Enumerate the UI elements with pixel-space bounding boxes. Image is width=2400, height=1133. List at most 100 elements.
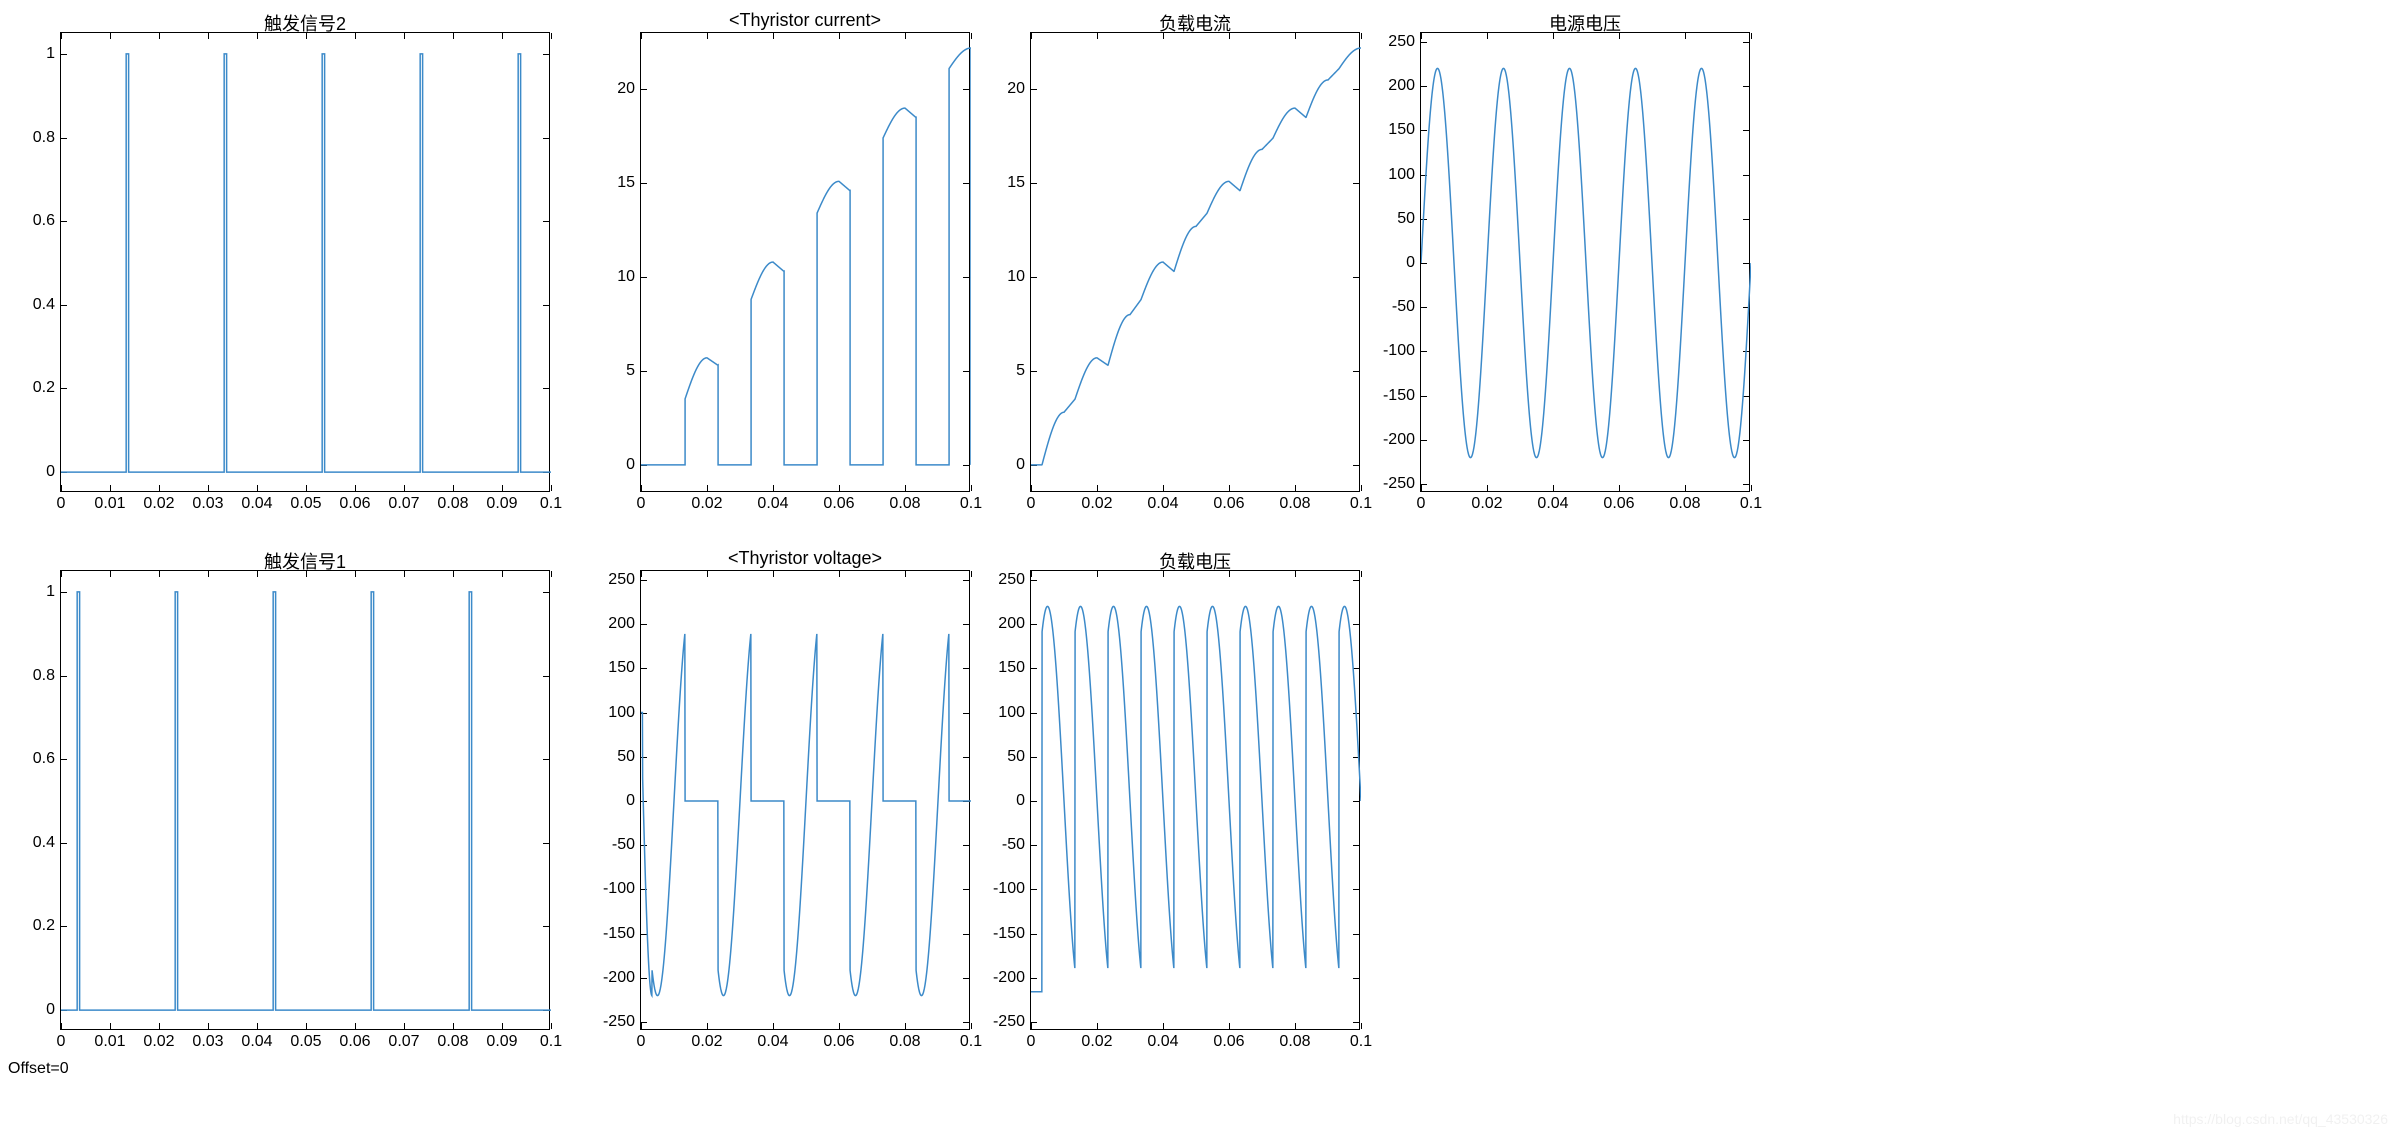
ytick-label: 200 <box>998 615 1025 633</box>
ytick-label: 5 <box>626 362 635 380</box>
series-line <box>641 634 971 996</box>
series-line <box>61 592 551 1010</box>
ytick-label: 0.4 <box>33 296 55 314</box>
ytick-label: 50 <box>1007 748 1025 766</box>
xtick-label: 0.08 <box>889 495 920 513</box>
xtick-label: 0.02 <box>1081 495 1112 513</box>
ytick-label: 15 <box>1007 174 1025 192</box>
xtick-label: 0.09 <box>486 1033 517 1051</box>
ytick-label: 20 <box>617 80 635 98</box>
xtick-label: 0 <box>1027 495 1036 513</box>
xtick-label: 0.1 <box>1740 495 1762 513</box>
ytick-label: -100 <box>1383 342 1415 360</box>
ytick-label: 250 <box>998 571 1025 589</box>
ytick-label: 150 <box>998 659 1025 677</box>
panel-trigger1: 触发信号100.20.40.60.8100.010.020.030.040.05… <box>60 570 550 1030</box>
xtick-label: 0.03 <box>192 495 223 513</box>
xtick-label: 0.1 <box>540 1033 562 1051</box>
panel-source_voltage: 电源电压-250-200-150-100-5005010015020025000… <box>1420 32 1750 492</box>
ytick-label: 5 <box>1016 362 1025 380</box>
plot-svg <box>1031 33 1361 493</box>
xtick-label: 0.07 <box>388 1033 419 1051</box>
panel-load_current: 负载电流0510152000.020.040.060.080.1 <box>1030 32 1360 492</box>
xtick-label: 0.05 <box>290 1033 321 1051</box>
xtick-label: 0.04 <box>241 495 272 513</box>
ytick-label: -200 <box>1383 431 1415 449</box>
offset-label: Offset=0 <box>8 1060 69 1078</box>
xtick-label: 0.06 <box>1213 1033 1244 1051</box>
plot-svg <box>61 33 551 493</box>
ytick-label: -250 <box>1383 475 1415 493</box>
plot-area: -250-200-150-100-5005010015020025000.020… <box>1030 570 1360 1030</box>
xtick-label: 0.01 <box>94 1033 125 1051</box>
series-line <box>1031 606 1361 991</box>
plot-area: -250-200-150-100-5005010015020025000.020… <box>640 570 970 1030</box>
xtick-label: 0.05 <box>290 495 321 513</box>
xtick-label: 0.1 <box>960 1033 982 1051</box>
xtick-label: 0.1 <box>540 495 562 513</box>
xtick-label: 0.06 <box>823 1033 854 1051</box>
xtick-label: 0 <box>1417 495 1426 513</box>
xtick-label: 0 <box>57 1033 66 1051</box>
plot-svg <box>1031 571 1361 1031</box>
series-line <box>1031 48 1361 465</box>
plot-svg <box>1421 33 1751 493</box>
series-line <box>641 48 971 465</box>
xtick-label: 0.06 <box>823 495 854 513</box>
ytick-label: -50 <box>1002 836 1025 854</box>
xtick-label: 0.04 <box>757 495 788 513</box>
plot-svg <box>61 571 551 1031</box>
xtick-label: 0.06 <box>339 495 370 513</box>
xtick-label: 0.1 <box>1350 1033 1372 1051</box>
xtick-label: 0.04 <box>241 1033 272 1051</box>
xtick-label: 0.1 <box>960 495 982 513</box>
xtick-label: 0.1 <box>1350 495 1372 513</box>
panel-thyristor_voltage: <Thyristor voltage>-250-200-150-100-5005… <box>640 570 970 1030</box>
panel-thyristor_current: <Thyristor current>0510152000.020.040.06… <box>640 32 970 492</box>
ytick-label: 0.2 <box>33 917 55 935</box>
ytick-label: 200 <box>608 615 635 633</box>
xtick-label: 0 <box>637 495 646 513</box>
ytick-label: 0 <box>1016 456 1025 474</box>
xtick-label: 0.08 <box>889 1033 920 1051</box>
ytick-label: 0 <box>1016 792 1025 810</box>
panel-title: <Thyristor current> <box>640 10 970 31</box>
xtick-label: 0.07 <box>388 495 419 513</box>
ytick-label: 0.6 <box>33 212 55 230</box>
ytick-label: 250 <box>608 571 635 589</box>
xtick-label: 0 <box>637 1033 646 1051</box>
watermark: https://blog.csdn.net/qq_43530326 <box>2173 1111 2388 1127</box>
xtick-label: 0.02 <box>143 495 174 513</box>
xtick-label: 0.03 <box>192 1033 223 1051</box>
xtick-label: 0.04 <box>1147 1033 1178 1051</box>
ytick-label: -250 <box>603 1013 635 1031</box>
xtick-label: 0.02 <box>143 1033 174 1051</box>
xtick-label: 0.08 <box>1279 495 1310 513</box>
ytick-label: 200 <box>1388 77 1415 95</box>
panel-load_voltage: 负载电压-250-200-150-100-5005010015020025000… <box>1030 570 1360 1030</box>
ytick-label: 0.8 <box>33 129 55 147</box>
ytick-label: 50 <box>1397 210 1415 228</box>
xtick-label: 0.06 <box>1213 495 1244 513</box>
ytick-label: 0 <box>626 792 635 810</box>
xtick-label: 0.02 <box>1471 495 1502 513</box>
ytick-label: 0.8 <box>33 667 55 685</box>
xtick-label: 0.06 <box>339 1033 370 1051</box>
ytick-label: 150 <box>608 659 635 677</box>
xtick-label: 0.09 <box>486 495 517 513</box>
plot-area: 0510152000.020.040.060.080.1 <box>640 32 970 492</box>
ytick-label: 250 <box>1388 33 1415 51</box>
xtick-label: 0.02 <box>691 495 722 513</box>
xtick-label: 0.08 <box>1669 495 1700 513</box>
ytick-label: -50 <box>1392 298 1415 316</box>
xtick-label: 0.01 <box>94 495 125 513</box>
xtick-label: 0.04 <box>757 1033 788 1051</box>
plot-area: 00.20.40.60.8100.010.020.030.040.050.060… <box>60 570 550 1030</box>
xtick-label: 0.06 <box>1603 495 1634 513</box>
ytick-label: -200 <box>993 969 1025 987</box>
ytick-label: 0 <box>46 1001 55 1019</box>
ytick-label: -150 <box>993 925 1025 943</box>
xtick-label: 0.04 <box>1537 495 1568 513</box>
xtick-label: 0 <box>1027 1033 1036 1051</box>
xtick-label: 0.08 <box>437 495 468 513</box>
